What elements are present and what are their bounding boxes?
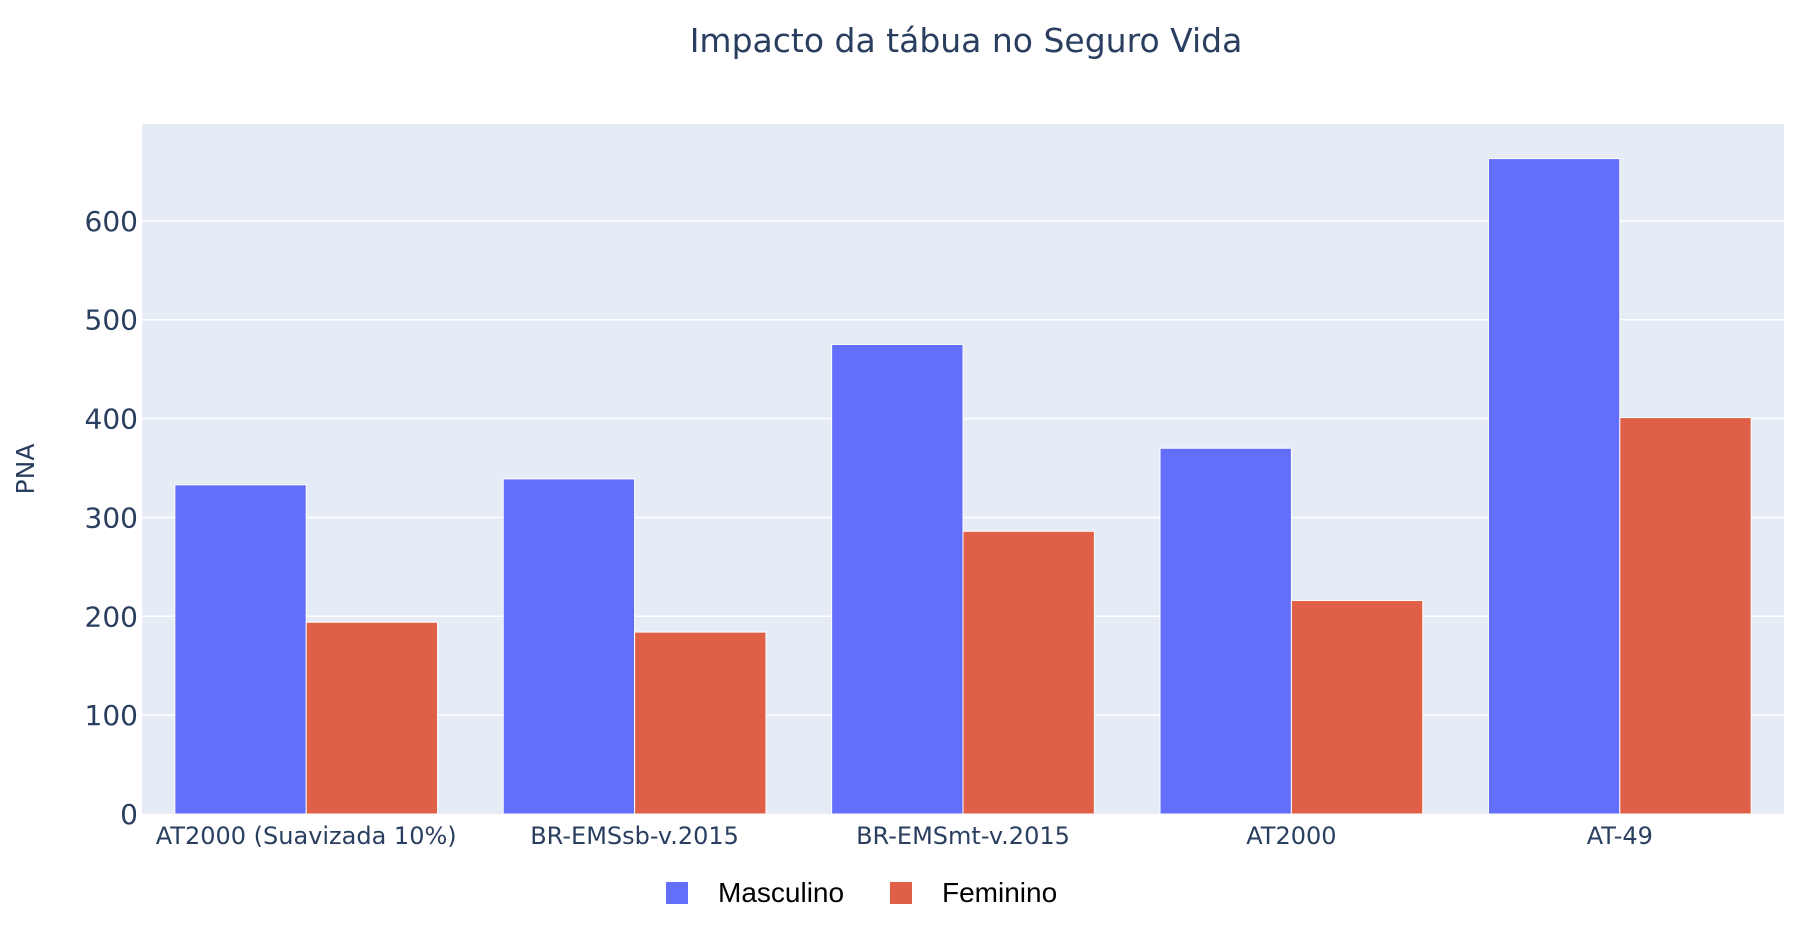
bar-feminino[interactable] bbox=[1619, 417, 1752, 815]
bar-feminino[interactable] bbox=[305, 621, 439, 815]
x-axis-ticks: AT2000 (Suavizada 10%) BR-EMSsb-v.2015 BR-… bbox=[156, 822, 1653, 850]
x-tick-label: BR-EMSmt-v.2015 bbox=[856, 822, 1070, 850]
y-tick-label: 0 bbox=[120, 798, 138, 831]
x-tick-label: AT2000 bbox=[1246, 822, 1336, 850]
bar-masculino[interactable] bbox=[831, 343, 964, 815]
y-tick-label: 100 bbox=[85, 699, 138, 732]
bar-masculino[interactable] bbox=[1487, 158, 1621, 815]
x-tick-label: AT2000 (Suavizada 10%) bbox=[156, 822, 457, 850]
x-tick-label: BR-EMSsb-v.2015 bbox=[530, 822, 739, 850]
y-tick-label: 500 bbox=[85, 304, 138, 337]
y-tick-label: 200 bbox=[85, 600, 138, 633]
legend-swatch-masculino[interactable] bbox=[666, 882, 688, 904]
bar-masculino[interactable] bbox=[1159, 447, 1292, 815]
x-tick-label: AT-49 bbox=[1587, 822, 1653, 850]
bar-masculino[interactable] bbox=[502, 478, 636, 815]
bars bbox=[174, 158, 1752, 815]
legend: Masculino Feminino bbox=[666, 877, 1057, 908]
bar-feminino[interactable] bbox=[962, 530, 1095, 815]
y-tick-label: 300 bbox=[85, 501, 138, 534]
y-axis-ticks: 0 100 200 300 400 500 600 bbox=[85, 205, 138, 831]
chart-title: Impacto da tábua no Seguro Vida bbox=[690, 21, 1243, 60]
legend-label-feminino[interactable]: Feminino bbox=[942, 877, 1057, 908]
bar-masculino[interactable] bbox=[174, 484, 307, 815]
y-axis-label: PNA bbox=[11, 444, 40, 495]
bar-feminino[interactable] bbox=[634, 631, 767, 815]
legend-label-masculino[interactable]: Masculino bbox=[718, 877, 844, 908]
bar-feminino[interactable] bbox=[1290, 599, 1424, 815]
legend-swatch-feminino[interactable] bbox=[890, 882, 912, 904]
y-tick-label: 600 bbox=[85, 205, 138, 238]
y-tick-label: 400 bbox=[85, 403, 138, 436]
